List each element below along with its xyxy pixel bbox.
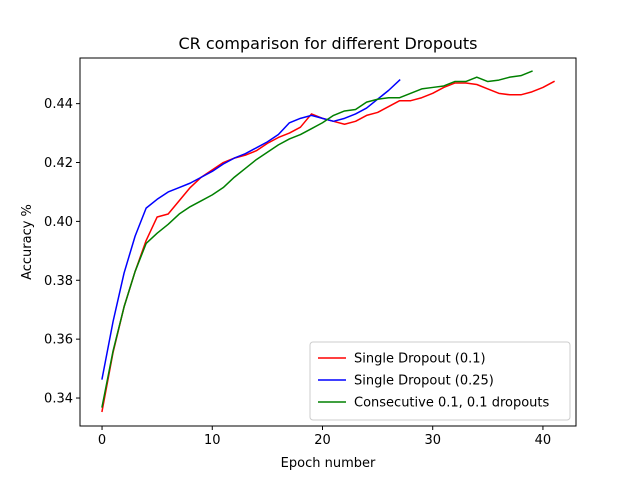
y-tick-label: 0.38 — [44, 274, 73, 289]
legend: Single Dropout (0.1) Single Dropout (0.25… — [309, 341, 571, 421]
y-tick-label: 0.44 — [44, 97, 73, 112]
y-tick-label: 0.40 — [44, 215, 73, 230]
x-axis-ticks: 0 10 20 30 40 — [98, 426, 551, 448]
x-axis-label: Epoch number — [281, 456, 376, 471]
y-tick-label: 0.36 — [44, 333, 73, 348]
legend-label-3: Consecutive 0.1, 0.1 dropouts — [354, 396, 550, 411]
x-tick-label: 40 — [535, 433, 552, 448]
y-tick-label: 0.34 — [44, 392, 73, 407]
x-tick-label: 0 — [98, 433, 106, 448]
chart-title: CR comparison for different Dropouts — [178, 34, 477, 53]
y-axis-label: Accuracy % — [20, 204, 35, 280]
plot-frame — [79, 57, 577, 427]
legend-box — [309, 341, 571, 421]
x-tick-label: 30 — [424, 433, 441, 448]
y-tick-label: 0.42 — [44, 156, 73, 171]
series-line-3 — [101, 70, 533, 408]
plot-lines — [101, 70, 555, 413]
legend-label-2: Single Dropout (0.25) — [354, 374, 494, 389]
x-tick-label: 20 — [314, 433, 331, 448]
x-tick-label: 10 — [204, 433, 221, 448]
legend-label-1: Single Dropout (0.1) — [354, 352, 486, 367]
y-axis-ticks: 0.34 0.36 0.38 0.40 0.42 0.44 — [44, 97, 80, 407]
series-line-2 — [101, 79, 401, 380]
